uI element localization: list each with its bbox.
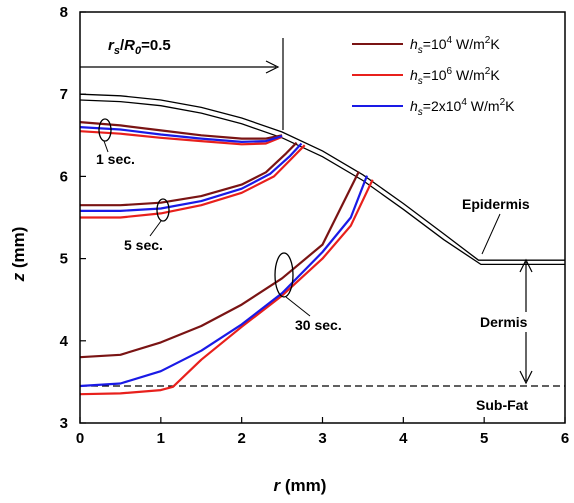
legend-2-var: h: [410, 67, 418, 83]
legend-3-exp: 4: [461, 97, 467, 108]
ratio-var: r: [108, 37, 115, 54]
legend-label-2: hs=106 W/m2K: [410, 66, 500, 87]
leader-30sec: [285, 296, 311, 317]
series-1-curve-2: [80, 141, 298, 207]
x-axis-var: r: [274, 476, 282, 495]
y-tick-label: 7: [60, 86, 68, 103]
legend-2-sub: s: [418, 76, 423, 87]
x-tick-label: 2: [237, 430, 245, 447]
x-axis-label: r (mm): [274, 476, 327, 495]
legend-1-unit-tail: K: [490, 36, 500, 52]
ratio-sep: /: [120, 37, 125, 54]
dermis-arrow-head-bottom: [519, 370, 533, 385]
y-tick-label: 5: [60, 251, 68, 268]
label-5sec: 5 sec.: [124, 237, 163, 253]
label-epidermis: Epidermis: [462, 196, 530, 212]
series-2-curve-1: [79, 130, 283, 146]
legend-1-base: =10: [423, 36, 447, 52]
x-axis-unit: (mm): [280, 476, 326, 495]
ratio-sub2: 0: [135, 45, 142, 57]
epidermis-outer-boundary: [79, 93, 565, 261]
ratio-sub: s: [114, 45, 120, 57]
series-3-curve-2: [80, 142, 303, 212]
y-tick-label: 4: [60, 333, 69, 350]
y-axis-unit: (mm): [9, 227, 28, 273]
x-tick-label: 3: [318, 430, 326, 447]
x-tick-label: 0: [76, 430, 84, 447]
legend-2-base: =10: [423, 67, 447, 83]
label-1sec: 1 sec.: [96, 151, 135, 167]
label-dermis: Dermis: [480, 314, 528, 330]
series-3-curve-3: [79, 175, 369, 388]
legend-3-unit-exp: 2: [500, 97, 506, 108]
label-30sec: 30 sec.: [295, 317, 342, 333]
series-2-curve-2: [80, 144, 306, 219]
x-tick-label: 4: [399, 430, 408, 447]
ratio-var2: R: [124, 37, 135, 54]
legend-label-3: hs=2x104 W/m2K: [410, 97, 515, 118]
legend-3-var: h: [410, 98, 418, 114]
leader-5sec: [149, 220, 162, 237]
series-1-curve-3: [79, 171, 360, 359]
ellipse-5sec: [156, 198, 170, 222]
y-tick-label: 6: [60, 168, 68, 185]
x-tick-label: 1: [157, 430, 165, 447]
legend-label-1: hs=104 W/m2K: [410, 35, 500, 56]
x-tick-label: 5: [480, 430, 488, 447]
legend: hs=104 W/m2K hs=106 W/m2K hs=2x104 W/m2K: [352, 35, 515, 118]
leader-1sec: [103, 140, 109, 153]
legend-1-var: h: [410, 36, 418, 52]
y-tick-label: 8: [60, 4, 68, 21]
ellipse-30sec: [274, 252, 294, 298]
legend-1-sub: s: [418, 45, 423, 56]
leader-epidermis: [481, 213, 501, 255]
y-axis-var: z: [9, 272, 28, 282]
legend-1-exp: 4: [447, 35, 453, 46]
annotations: rs/R0=0.5 1 sec. 5 sec. 30 sec. Epidermi…: [80, 37, 556, 413]
legend-2-unit-exp: 2: [485, 66, 491, 77]
legend-2-unit: W/m: [452, 67, 485, 83]
series-1-curve-1: [79, 121, 283, 140]
legend-3-unit: W/m: [467, 98, 500, 114]
legend-1-unit: W/m: [452, 36, 485, 52]
axes: 0 1 2 3 4 5 6 3 4 5 6 7 8: [60, 4, 570, 447]
series-2-curve-3: [79, 179, 374, 396]
y-axis-label: z (mm): [9, 227, 28, 283]
y-tick-label: 3: [60, 415, 68, 432]
series-3-curve-1: [79, 126, 283, 143]
ratio-value: =0.5: [141, 37, 171, 54]
legend-2-unit-tail: K: [490, 67, 500, 83]
x-tick-label: 6: [561, 430, 569, 447]
legend-1-unit-exp: 2: [485, 35, 491, 46]
ratio-arrow-head: [265, 60, 280, 74]
dermis-label-bg: [476, 312, 556, 332]
legend-3-sub: s: [418, 107, 423, 118]
plot-series: [79, 121, 374, 396]
ratio-annotation: rs/R0=0.5: [108, 37, 171, 57]
dermis-arrow-head-top: [519, 258, 533, 273]
legend-3-base: =2x10: [423, 98, 462, 114]
ellipse-1sec: [98, 118, 112, 142]
legend-3-unit-tail: K: [505, 98, 515, 114]
label-subfat: Sub-Fat: [476, 397, 528, 413]
legend-2-exp: 6: [447, 66, 453, 77]
